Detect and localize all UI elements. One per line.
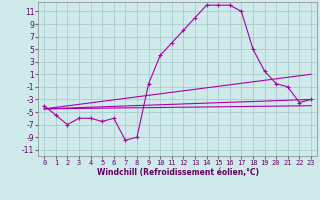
X-axis label: Windchill (Refroidissement éolien,°C): Windchill (Refroidissement éolien,°C) <box>97 168 259 177</box>
